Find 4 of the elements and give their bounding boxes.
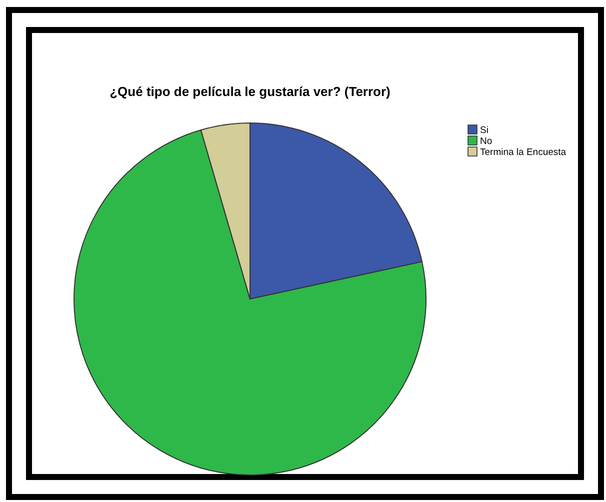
legend-label: Si (480, 125, 488, 136)
legend-label: No (480, 136, 492, 147)
legend-label: Termina la Encuesta (480, 147, 567, 158)
chart-title: ¿Qué tipo de película le gustaría ver? (Terror) (110, 84, 390, 99)
